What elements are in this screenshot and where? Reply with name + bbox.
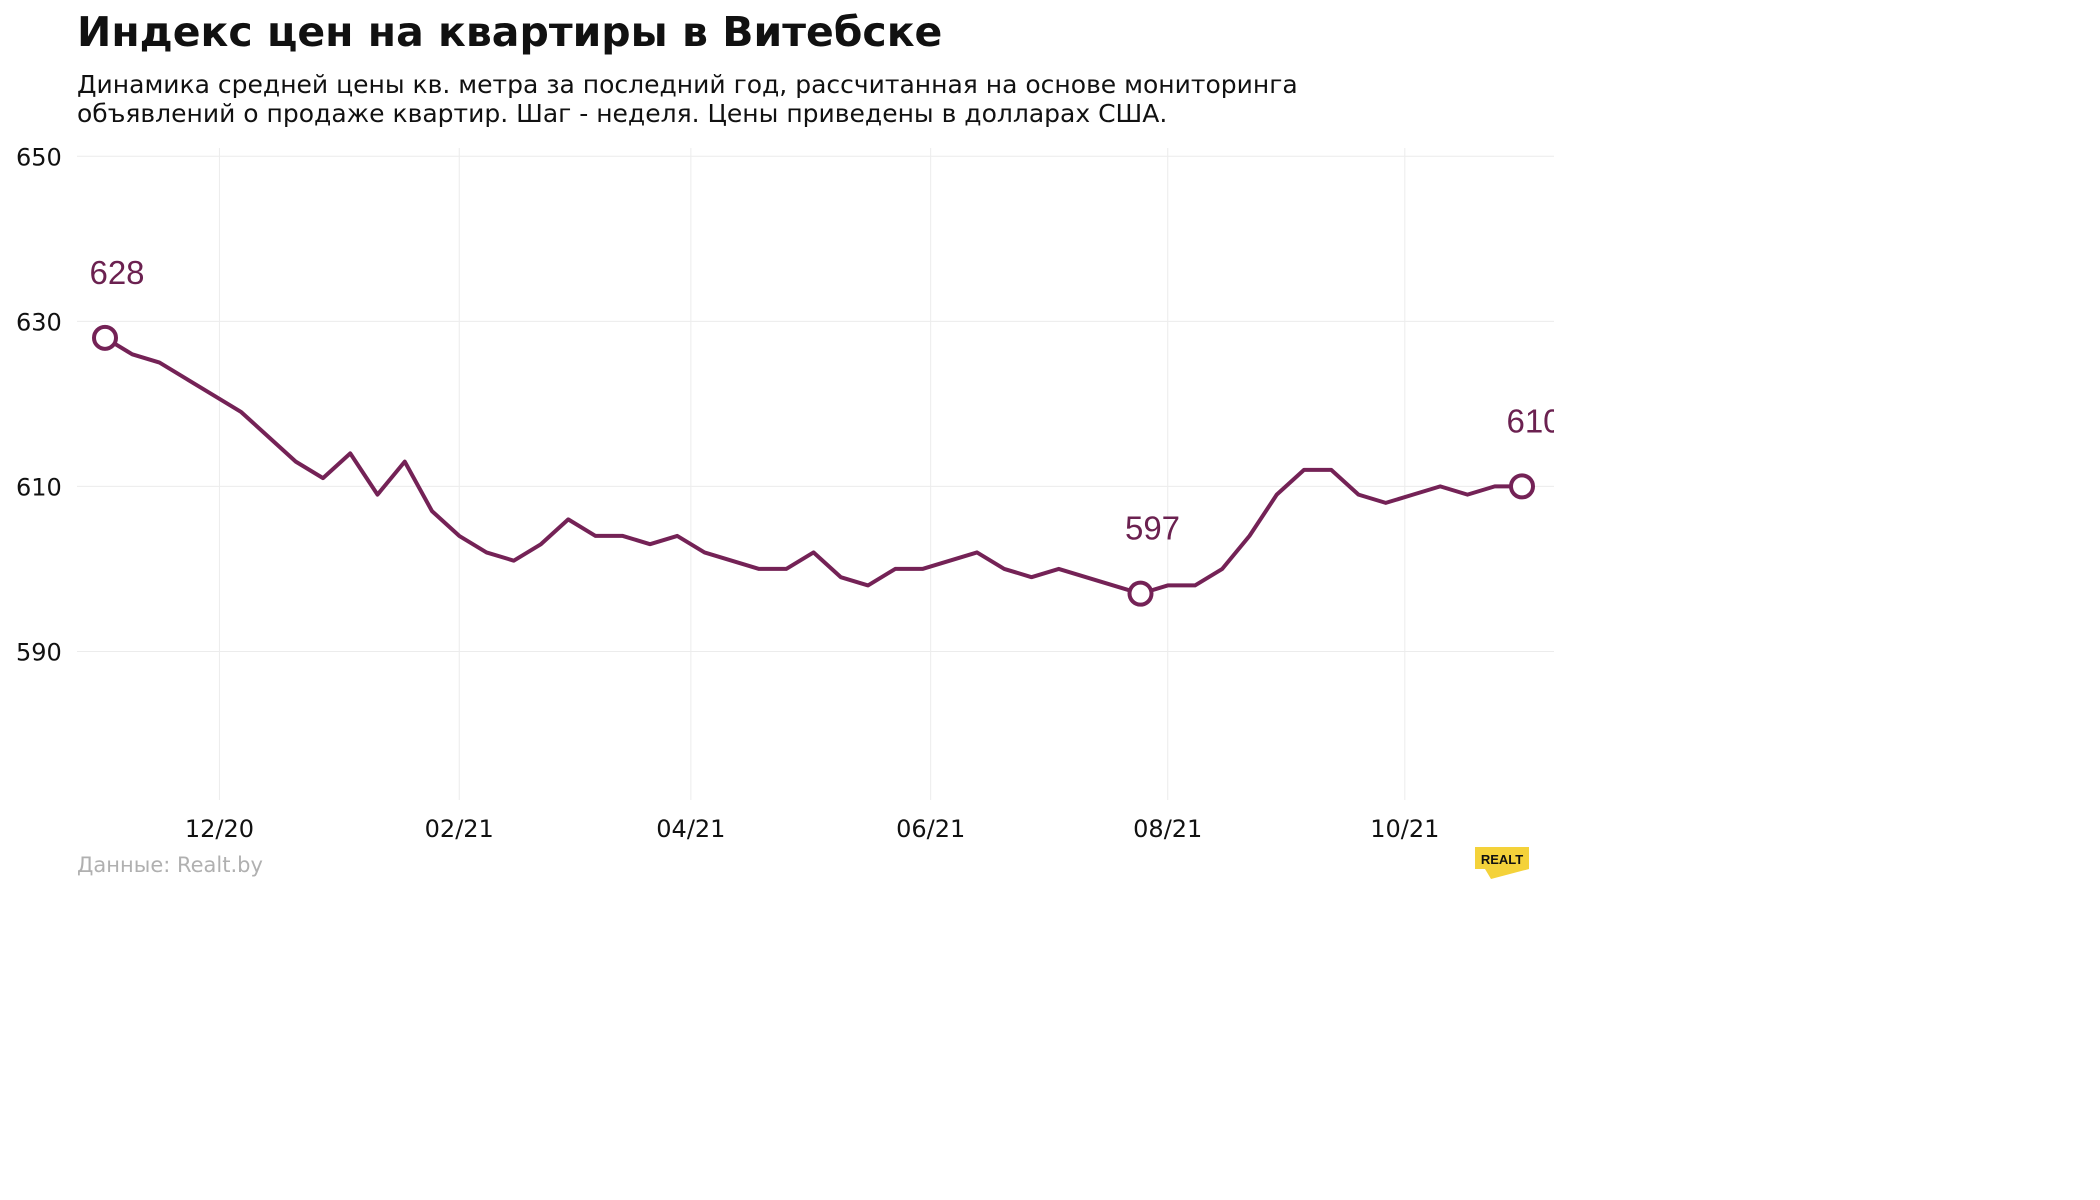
vertical-gridlines xyxy=(218,148,1406,800)
chart-title: Индекс цен на квартиры в Витебске xyxy=(77,8,943,56)
y-tick-label-650: 650 xyxy=(16,143,62,171)
point-marker-597 xyxy=(1127,580,1154,607)
x-tick-label-10-21: 10/21 xyxy=(1370,815,1439,843)
x-axis-tick-labels: 12/20 02/21 04/21 06/21 08/21 10/21 xyxy=(185,815,1440,843)
price-line xyxy=(103,335,1524,596)
data-label-597: 597 xyxy=(1125,510,1180,547)
y-tick-label-610: 610 xyxy=(16,473,62,501)
price-series xyxy=(103,335,1524,596)
x-tick-label-06-21: 06/21 xyxy=(896,815,965,843)
data-label-610: 610 xyxy=(1506,402,1554,439)
line-chart: 590 610 630 650 12/20 02/21 04/21 06/21 08/21 10… xyxy=(16,143,1554,843)
highlight-markers xyxy=(92,324,1535,607)
y-axis-tick-labels: 590 610 630 650 xyxy=(16,143,62,666)
data-labels: 628 597 610 xyxy=(89,254,1554,547)
y-tick-label-630: 630 xyxy=(16,308,62,336)
chart-subtitle: Динамика средней цены кв. метра за после… xyxy=(77,70,1298,128)
x-tick-label-04-21: 04/21 xyxy=(656,815,725,843)
x-tick-label-08-21: 08/21 xyxy=(1133,815,1202,843)
point-marker-628 xyxy=(92,324,118,351)
y-tick-label-590: 590 xyxy=(16,638,62,666)
data-source: Данные: Realt.by xyxy=(77,853,263,877)
data-label-628: 628 xyxy=(89,254,144,291)
point-marker-610 xyxy=(1509,473,1535,500)
logo-text: REALT xyxy=(1481,852,1523,867)
horizontal-gridlines xyxy=(77,155,1554,652)
x-tick-label-12-20: 12/20 xyxy=(185,815,254,843)
x-tick-label-02-21: 02/21 xyxy=(425,815,494,843)
realt-logo: REALT xyxy=(1475,847,1529,879)
